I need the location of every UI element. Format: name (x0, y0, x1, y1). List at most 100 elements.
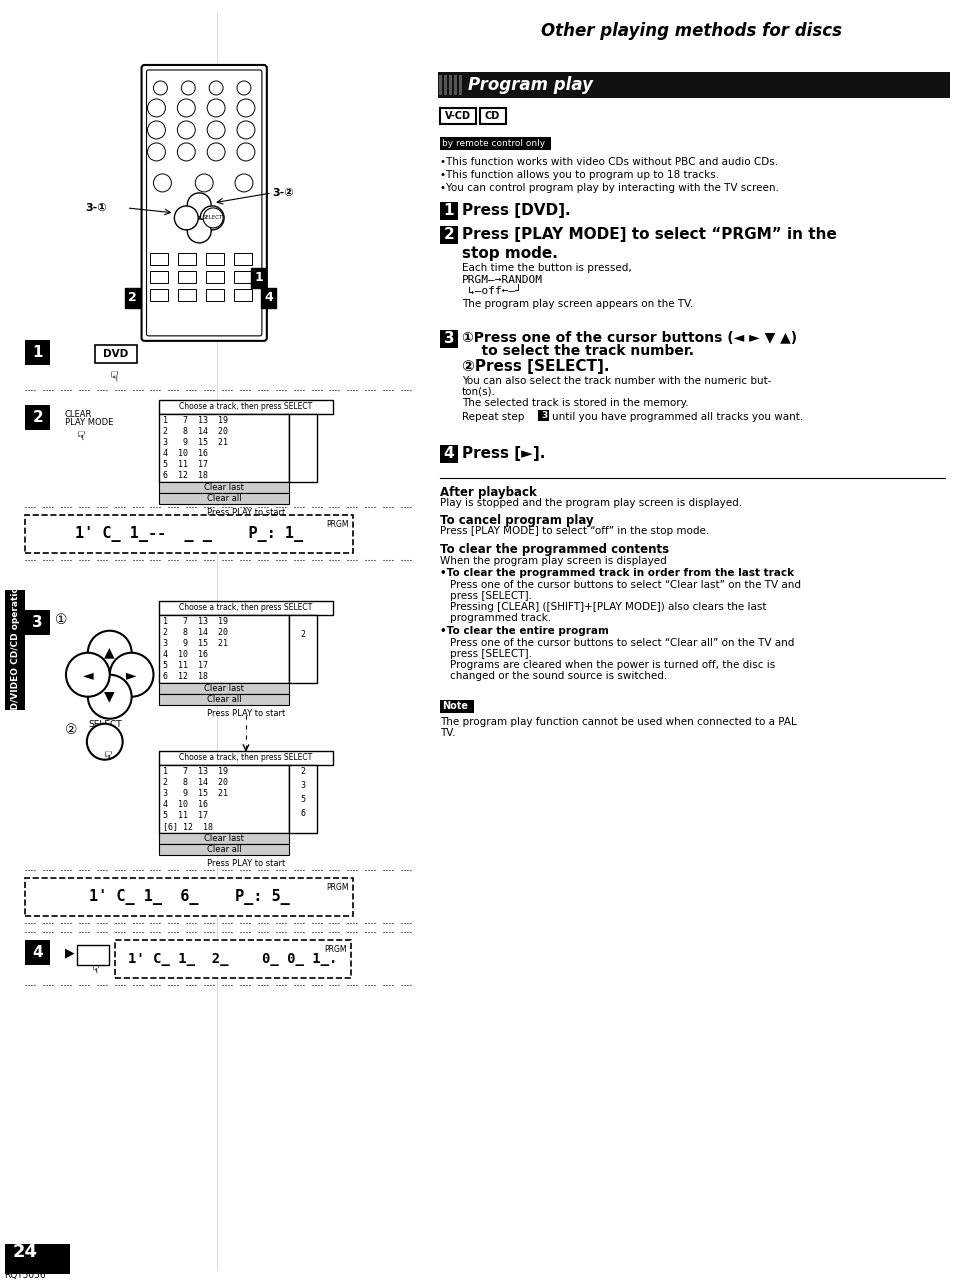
Circle shape (87, 724, 123, 760)
Text: Play is stopped and the program play screen is displayed.: Play is stopped and the program play scr… (439, 498, 741, 508)
Text: PRGM: PRGM (326, 520, 348, 529)
Bar (443, 74, 446, 95)
Text: 3: 3 (300, 781, 305, 790)
Bar (25, 609, 50, 635)
Bar (206, 271, 224, 282)
Text: •This function allows you to program up to 18 tracks.: •This function allows you to program up … (439, 169, 719, 180)
Bar (25, 939, 50, 965)
Circle shape (66, 653, 110, 697)
Text: 2: 2 (128, 291, 137, 304)
Text: V-CD: V-CD (444, 110, 470, 121)
Text: Repeat step: Repeat step (461, 412, 527, 422)
Text: The program play screen appears on the TV.: The program play screen appears on the T… (461, 299, 692, 309)
Bar (289, 765, 316, 833)
Text: Clear last: Clear last (204, 482, 244, 491)
Bar (151, 289, 169, 302)
Bar (77, 944, 109, 965)
Circle shape (207, 142, 225, 160)
Circle shape (209, 81, 223, 95)
Circle shape (88, 631, 132, 675)
Text: Program play: Program play (467, 76, 592, 94)
Text: 4: 4 (32, 944, 43, 960)
Text: Press PLAY to start: Press PLAY to start (207, 708, 285, 717)
Bar (6, 1245, 70, 1274)
Text: ▶: ▶ (65, 946, 74, 960)
Bar (159, 765, 289, 833)
Bar (159, 615, 289, 683)
Text: ☞: ☞ (71, 430, 84, 441)
Text: 3-②: 3-② (272, 187, 294, 198)
Text: CD: CD (484, 110, 499, 121)
Text: 4  10  16: 4 10 16 (163, 650, 208, 659)
FancyBboxPatch shape (114, 939, 351, 978)
Text: CLEAR: CLEAR (65, 409, 92, 418)
Text: 1: 1 (32, 345, 43, 359)
Circle shape (153, 81, 167, 95)
Text: 3   9  15  21: 3 9 15 21 (163, 439, 228, 448)
FancyBboxPatch shape (25, 878, 353, 916)
Circle shape (177, 121, 195, 139)
Text: ↳—off←—┘: ↳—off←—┘ (467, 286, 521, 296)
Bar (159, 493, 289, 504)
Text: to select the track number.: to select the track number. (461, 344, 693, 358)
Text: press [SELECT].: press [SELECT]. (450, 590, 531, 600)
Text: ▲: ▲ (104, 645, 115, 659)
Text: 2: 2 (300, 630, 305, 639)
Bar (439, 201, 457, 219)
Text: ☞: ☞ (88, 964, 98, 974)
Text: 4: 4 (264, 291, 273, 304)
Text: 6  12  18: 6 12 18 (163, 672, 208, 681)
Circle shape (236, 142, 254, 160)
Text: Press PLAY to start: Press PLAY to start (207, 508, 285, 517)
Text: Clear all: Clear all (207, 694, 241, 703)
Bar (289, 414, 316, 482)
Text: DVD: DVD (103, 349, 129, 359)
Text: Clear all: Clear all (207, 844, 241, 853)
Circle shape (207, 99, 225, 117)
Text: •To clear the entire program: •To clear the entire program (439, 626, 608, 636)
Text: 1: 1 (254, 272, 263, 285)
Text: 3-①: 3-① (85, 203, 107, 213)
Text: Each time the button is pressed,: Each time the button is pressed, (461, 263, 631, 273)
Text: Clear last: Clear last (204, 834, 244, 843)
Circle shape (181, 81, 195, 95)
Text: ①Press one of the cursor buttons (◄ ► ▼ ▲): ①Press one of the cursor buttons (◄ ► ▼ … (461, 331, 796, 345)
Circle shape (236, 99, 254, 117)
Bar (448, 74, 452, 95)
Bar (206, 253, 224, 264)
Bar (159, 844, 289, 854)
Circle shape (148, 121, 165, 139)
Bar (25, 405, 50, 430)
Bar (458, 74, 461, 95)
Text: 5  11  17: 5 11 17 (163, 661, 208, 670)
Bar (454, 74, 456, 95)
Circle shape (236, 121, 254, 139)
Bar (159, 482, 289, 493)
Bar (159, 600, 334, 615)
Bar (439, 226, 457, 244)
Text: 5  11  17: 5 11 17 (163, 461, 208, 470)
Circle shape (200, 205, 224, 230)
Text: ☞: ☞ (106, 370, 119, 382)
Text: 2   8  14  20: 2 8 14 20 (163, 779, 228, 788)
Text: 24: 24 (12, 1243, 38, 1261)
Text: changed or the sound source is switched.: changed or the sound source is switched. (450, 671, 666, 681)
Text: 2: 2 (300, 767, 305, 776)
Text: The selected track is stored in the memory.: The selected track is stored in the memo… (461, 398, 688, 408)
Text: 2   8  14  20: 2 8 14 20 (163, 427, 228, 436)
Text: 5  11  17: 5 11 17 (163, 811, 208, 820)
Text: 1' C̲ 1̲  2̲    0̲ 0̲ 1̲.: 1' C̲ 1̲ 2̲ 0̲ 0̲ 1̲. (129, 952, 337, 966)
Text: SELECT: SELECT (88, 720, 121, 729)
Bar (233, 289, 252, 302)
Text: Programs are cleared when the power is turned off, the disc is: Programs are cleared when the power is t… (450, 659, 774, 670)
Bar (178, 253, 196, 264)
Text: Choose a track, then press SELECT: Choose a track, then press SELECT (179, 603, 313, 612)
Bar (289, 615, 316, 683)
Text: Note: Note (441, 702, 467, 711)
Text: press [SELECT].: press [SELECT]. (450, 649, 531, 658)
Bar (439, 699, 474, 712)
Text: 4  10  16: 4 10 16 (163, 801, 208, 810)
Text: 2: 2 (32, 409, 43, 425)
Circle shape (88, 675, 132, 718)
Text: 2: 2 (443, 227, 454, 242)
